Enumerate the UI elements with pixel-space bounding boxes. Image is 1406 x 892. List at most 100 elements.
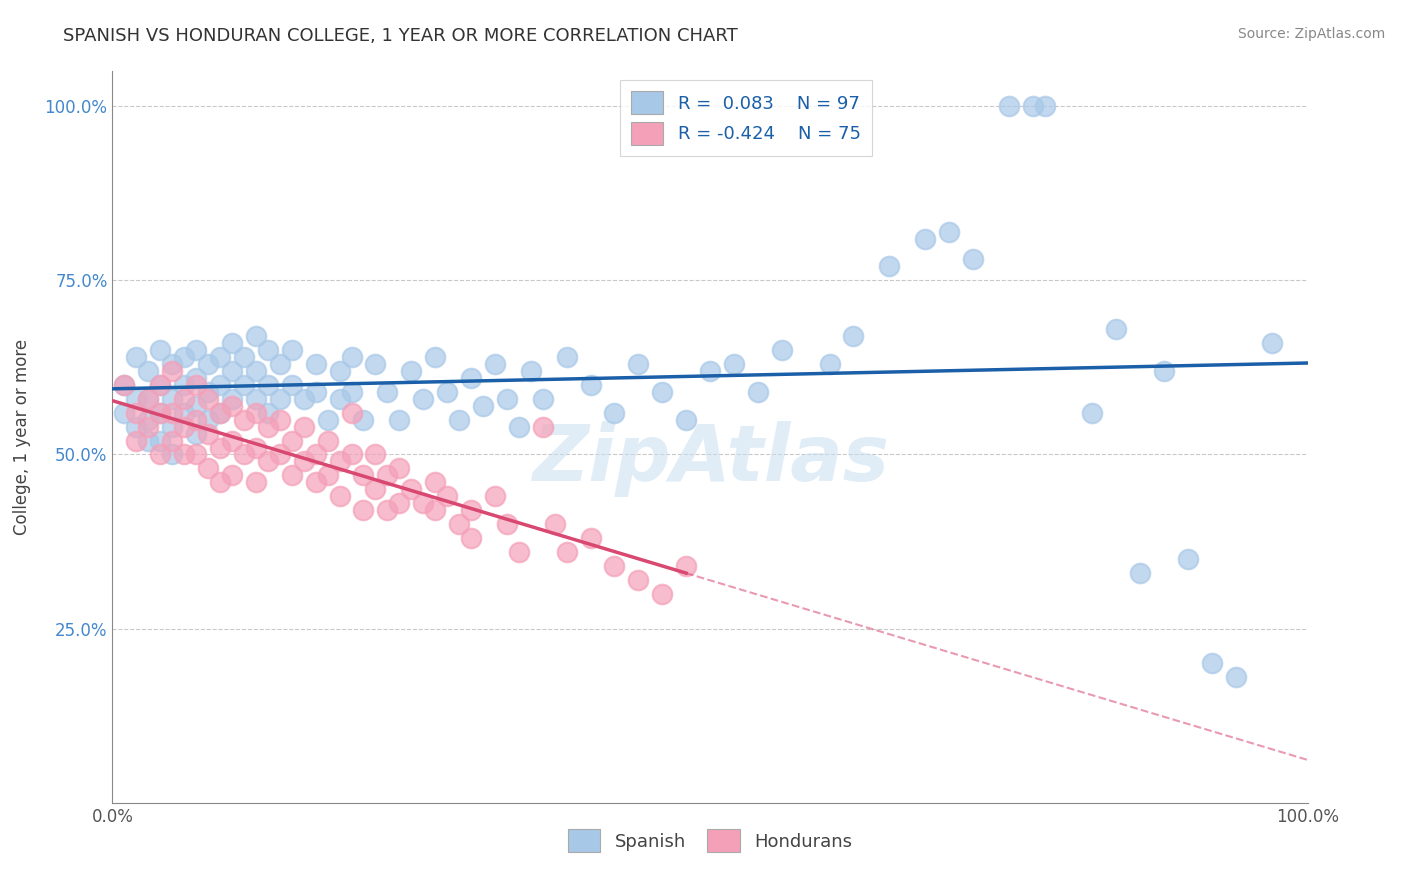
Point [1022, 99, 1045, 113]
Point [377, 384, 399, 399]
Point [209, 406, 232, 420]
Point [138, 434, 160, 448]
Point [292, 392, 315, 406]
Point [162, 357, 183, 371]
Point [412, 496, 434, 510]
Point [603, 406, 626, 420]
Point [245, 406, 267, 420]
Point [675, 558, 697, 573]
Point [138, 364, 160, 378]
Point [579, 531, 602, 545]
Point [221, 399, 243, 413]
Point [305, 384, 328, 399]
Point [364, 483, 387, 497]
Point [627, 357, 650, 371]
Point [579, 377, 602, 392]
Legend: Spanish, Hondurans: Spanish, Hondurans [561, 822, 859, 860]
Point [149, 406, 172, 420]
Point [149, 406, 172, 420]
Point [1225, 670, 1247, 684]
Point [842, 329, 865, 343]
Point [197, 384, 219, 399]
Point [520, 364, 543, 378]
Point [233, 350, 256, 364]
Point [447, 412, 470, 426]
Point [245, 441, 267, 455]
Point [197, 392, 219, 406]
Point [149, 377, 172, 392]
Point [138, 419, 160, 434]
Point [114, 406, 135, 420]
Point [555, 350, 578, 364]
Point [257, 454, 280, 468]
Point [484, 357, 506, 371]
Point [938, 225, 960, 239]
Point [292, 419, 315, 434]
Point [484, 489, 506, 503]
Point [281, 377, 304, 392]
Point [1081, 406, 1104, 420]
Point [352, 468, 374, 483]
Point [425, 350, 447, 364]
Point [197, 412, 219, 426]
Point [388, 496, 411, 510]
Point [162, 364, 183, 378]
Point [329, 454, 352, 468]
Point [447, 517, 470, 532]
Point [149, 377, 172, 392]
Point [316, 412, 339, 426]
Point [412, 392, 434, 406]
Point [460, 531, 482, 545]
Point [388, 412, 411, 426]
Point [125, 392, 148, 406]
Point [675, 412, 697, 426]
Point [352, 503, 374, 517]
Point [292, 454, 315, 468]
Point [425, 503, 447, 517]
Point [364, 448, 387, 462]
Point [257, 343, 280, 357]
Point [209, 377, 232, 392]
Point [531, 419, 554, 434]
Point [425, 475, 447, 490]
Point [125, 419, 148, 434]
Text: ZipAtlas: ZipAtlas [531, 421, 889, 497]
Point [125, 350, 148, 364]
Point [1105, 322, 1128, 336]
Point [209, 350, 232, 364]
Point [1033, 99, 1056, 113]
Point [138, 412, 160, 426]
Point [723, 357, 745, 371]
Point [173, 448, 195, 462]
Point [125, 434, 148, 448]
Point [197, 357, 219, 371]
Point [1153, 364, 1175, 378]
Point [401, 483, 423, 497]
Point [114, 377, 135, 392]
Point [496, 517, 519, 532]
Point [197, 461, 219, 475]
Point [173, 350, 195, 364]
Point [555, 545, 578, 559]
Point [651, 384, 673, 399]
Point [377, 503, 399, 517]
Point [257, 377, 280, 392]
Point [377, 468, 399, 483]
Text: SPANISH VS HONDURAN COLLEGE, 1 YEAR OR MORE CORRELATION CHART: SPANISH VS HONDURAN COLLEGE, 1 YEAR OR M… [63, 27, 738, 45]
Point [186, 371, 208, 385]
Point [233, 448, 256, 462]
Point [186, 412, 208, 426]
Point [603, 558, 626, 573]
Point [186, 377, 208, 392]
Point [197, 426, 219, 441]
Point [233, 377, 256, 392]
Point [269, 412, 291, 426]
Point [221, 468, 243, 483]
Point [209, 406, 232, 420]
Text: Source: ZipAtlas.com: Source: ZipAtlas.com [1237, 27, 1385, 41]
Point [305, 357, 328, 371]
Point [436, 384, 458, 399]
Point [329, 364, 352, 378]
Y-axis label: College, 1 year or more: College, 1 year or more [13, 339, 31, 535]
Point [221, 392, 243, 406]
